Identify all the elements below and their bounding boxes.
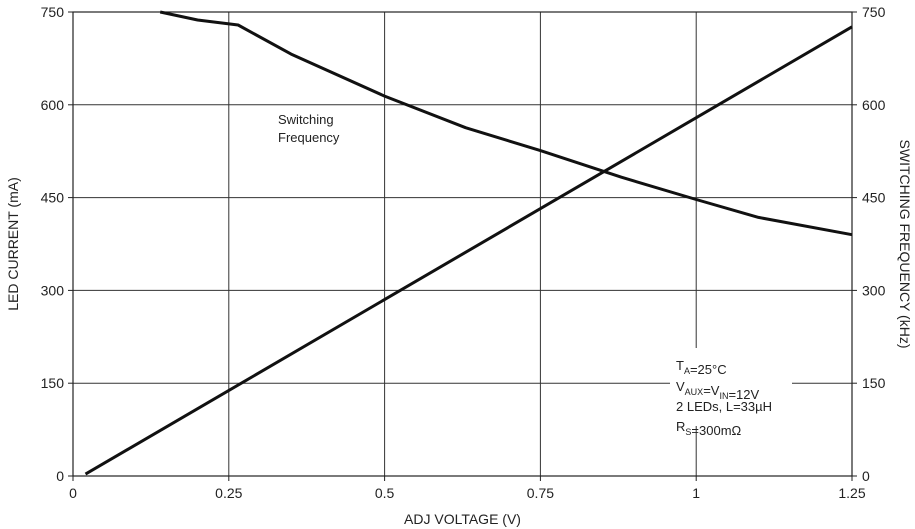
condition-line: VAUX=VIN=12V <box>676 379 760 402</box>
x-tick-label: 0.75 <box>527 485 554 501</box>
x-tick-label: 0 <box>69 485 77 501</box>
left-y-axis-label: LED CURRENT (mA) <box>5 177 21 311</box>
left-tick-label: 300 <box>41 282 65 298</box>
condition-line: RS=300mΩ <box>676 419 742 438</box>
left-tick-label: 600 <box>41 97 65 113</box>
condition-line: TA=25°C <box>676 358 727 377</box>
led-current-line <box>84 25 853 476</box>
x-axis-ticks: 0 0.25 0.5 0.75 1 1.25 <box>69 476 866 501</box>
switching-frequency-label-line1: Switching <box>278 112 334 127</box>
switching-frequency-line <box>159 10 853 237</box>
right-tick-label: 150 <box>862 375 886 391</box>
grid <box>73 12 852 476</box>
right-tick-label: 0 <box>862 468 870 484</box>
left-tick-label: 450 <box>41 190 65 206</box>
x-tick-label: 1.25 <box>838 485 865 501</box>
series-group <box>84 10 853 476</box>
x-tick-label: 0.25 <box>215 485 242 501</box>
left-tick-label: 750 <box>41 4 65 20</box>
right-tick-label: 300 <box>862 282 886 298</box>
left-tick-label: 150 <box>41 375 65 391</box>
x-tick-label: 0.5 <box>375 485 395 501</box>
right-tick-label: 750 <box>862 4 886 20</box>
condition-line: 2 LEDs, L=33µH <box>676 399 772 414</box>
conditions-box <box>670 348 792 426</box>
switching-frequency-label-line2: Frequency <box>278 130 340 145</box>
right-y-axis-label: SWITCHING FREQUENCY (kHz) <box>897 140 913 349</box>
x-tick-label: 1 <box>692 485 700 501</box>
right-tick-label: 450 <box>862 190 886 206</box>
plot-frame <box>72 11 853 477</box>
right-axis-ticks: 0 150 300 450 600 750 <box>852 4 886 484</box>
right-tick-label: 600 <box>862 97 886 113</box>
left-tick-label: 0 <box>56 468 64 484</box>
left-axis-ticks: 0 150 300 450 600 750 <box>41 4 73 484</box>
x-axis-label: ADJ VOLTAGE (V) <box>404 511 521 527</box>
